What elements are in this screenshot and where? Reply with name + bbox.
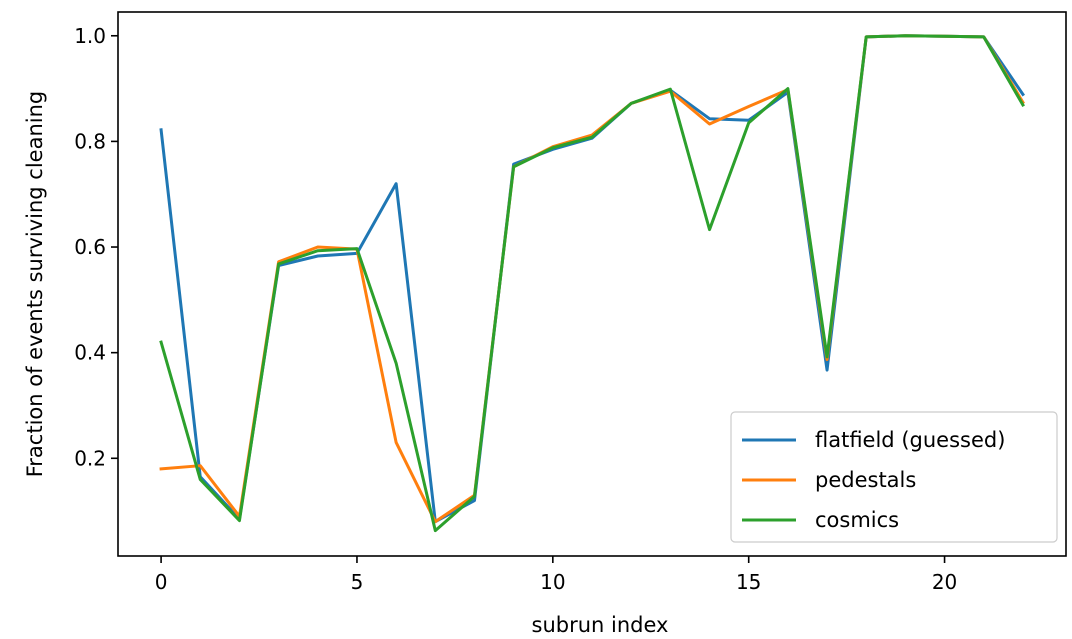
series-layer [159,34,1025,533]
y-tick-label: 0.4 [74,341,106,365]
y-tick-label: 0.2 [74,446,106,470]
series-line-2 [159,34,1025,533]
legend-label-0: flatfield (guessed) [815,428,1005,452]
legend-label-1: pedestals [815,468,916,492]
y-axis-label: Fraction of events surviving cleaning [23,91,47,478]
x-axis-label: subrun index [532,613,669,637]
y-tick-label: 0.6 [74,235,106,259]
x-axis: 0 5 10 15 20 [155,556,957,594]
x-tick-label: 20 [932,570,957,594]
x-tick-label: 10 [540,570,565,594]
y-axis: 0.2 0.4 0.6 0.8 1.0 [74,24,118,470]
legend-box [730,411,1058,543]
y-tick-label: 1.0 [74,24,106,48]
y-tick-label: 0.8 [74,129,106,153]
x-tick-label: 0 [155,570,168,594]
legend: flatfield (guessed) pedestals cosmics [730,411,1058,543]
plot-frame [117,11,1067,557]
x-tick-label: 5 [351,570,364,594]
legend-label-2: cosmics [815,508,899,532]
x-tick-label: 15 [736,570,761,594]
